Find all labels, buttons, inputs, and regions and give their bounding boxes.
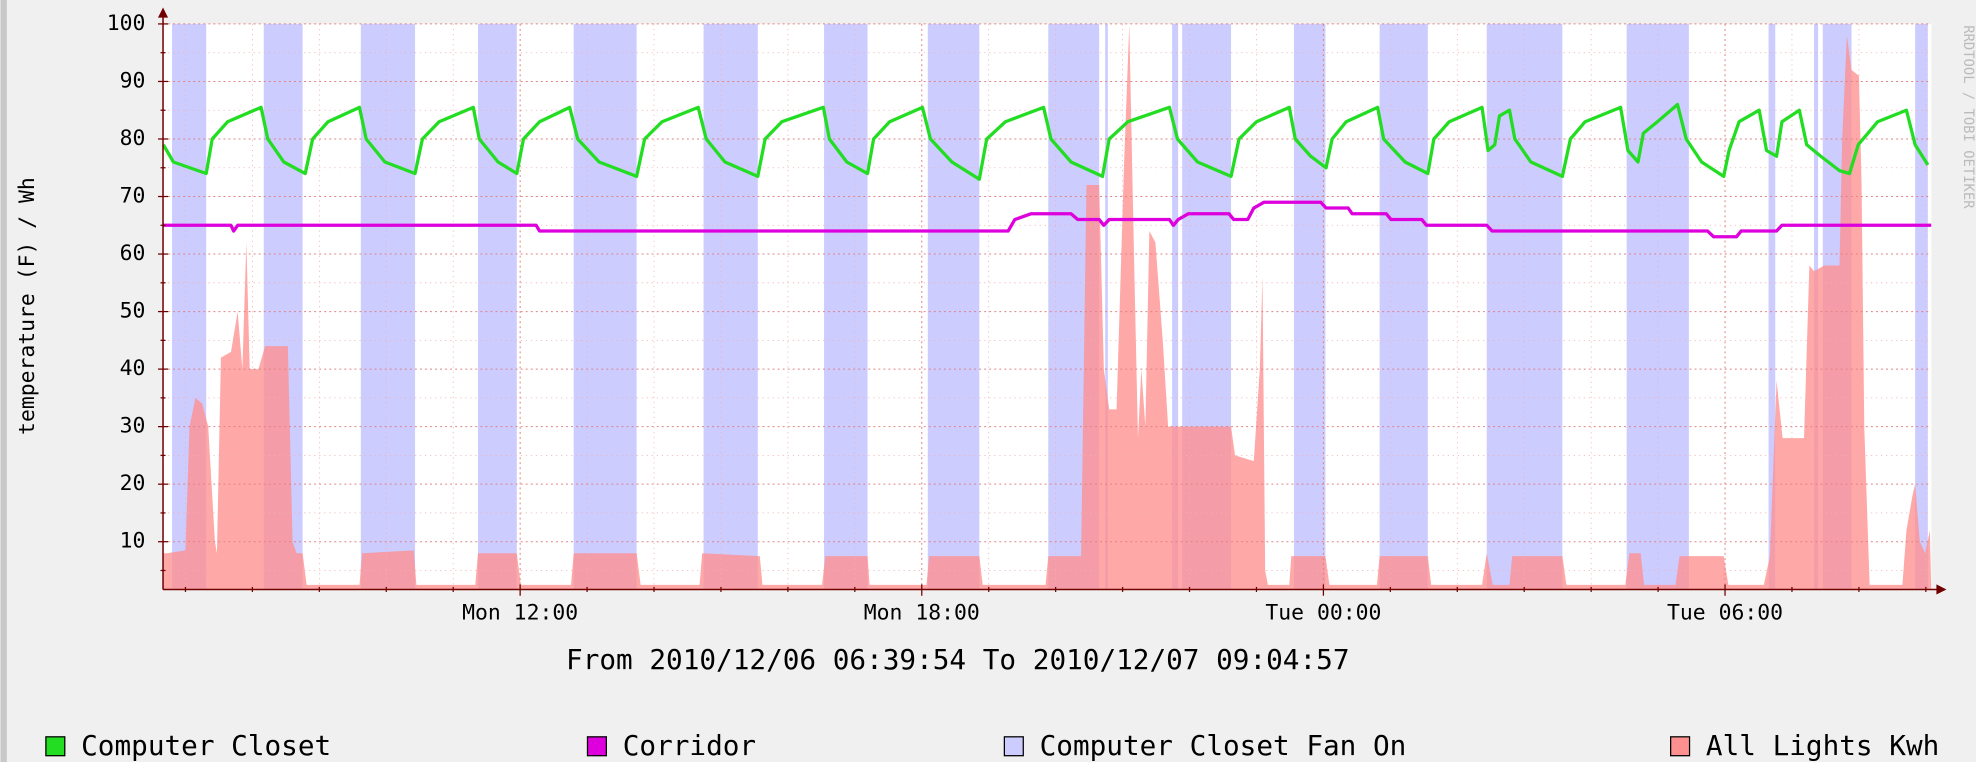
fan-bands [172, 23, 1928, 590]
fan-band [1105, 23, 1108, 590]
grid-layer [163, 23, 1932, 590]
fan-band [927, 23, 980, 590]
x-tick-label: Mon 18:00 [864, 600, 980, 625]
fan-band [1915, 23, 1928, 590]
y-tick-label: 50 [120, 299, 146, 324]
legend-label: Computer Closet [81, 729, 331, 762]
fan-band [1172, 23, 1179, 590]
x-tick-label: Mon 12:00 [462, 600, 578, 625]
watermark: RRDTOOL / TOBI OETIKER [1960, 25, 1976, 209]
y-tick-label: 80 [120, 126, 146, 151]
y-tick-label: 10 [120, 529, 146, 554]
x-tick-label: Tue 06:00 [1667, 600, 1783, 625]
x-axis-arrow [1936, 584, 1947, 595]
text-layer: 10 20 30 40 50 60 70 80 90 100 Mon 12:00 Mon 18:00 T… [107, 11, 1783, 625]
legend-label: Computer Closet Fan On [1040, 729, 1407, 762]
y-tick-label: 70 [120, 184, 146, 209]
fan-band [360, 23, 416, 590]
legend: Computer Closet Corridor Computer Closet F… [45, 729, 1939, 762]
y-tick-label: 30 [120, 414, 146, 439]
window-edge [0, 0, 7, 762]
fan-band [824, 23, 868, 590]
footer: From 2010/12/06 06:39:54 To 2010/12/07 0… [566, 643, 1349, 676]
line [161, 102, 1930, 181]
line-layer [161, 102, 1932, 239]
legend-label: Corridor [623, 729, 756, 762]
legend-swatch [1003, 736, 1024, 757]
y-tick-label: 40 [120, 356, 146, 381]
y-tick-label: 100 [107, 11, 146, 36]
fan-band [1768, 23, 1776, 590]
legend-swatch [586, 736, 607, 757]
axes-layer [157, 7, 1947, 596]
y-tick-label: 60 [120, 241, 146, 266]
line [163, 200, 1932, 239]
fan-band [1379, 23, 1428, 590]
fan-band [573, 23, 637, 590]
x-tick-label: Tue 00:00 [1265, 600, 1381, 625]
legend-label: All Lights Kwh [1706, 729, 1939, 762]
fan-band [703, 23, 758, 590]
fan-band [1293, 23, 1326, 590]
legend-swatch [45, 736, 66, 757]
y-tick-label: 20 [120, 471, 146, 496]
y-axis-arrow [157, 7, 169, 18]
y-axis-label: temperature (F) / Wh [15, 177, 40, 435]
legend-swatch [1670, 736, 1691, 757]
y-tick-label: 90 [120, 68, 146, 93]
fan-band [477, 23, 517, 590]
